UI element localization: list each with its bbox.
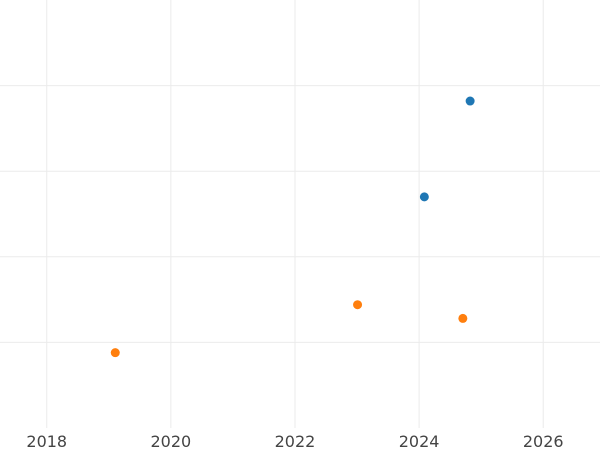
data-point-s1-2 xyxy=(458,313,468,323)
x-tick-label-2026: 2026 xyxy=(523,432,564,450)
data-point-s1-1 xyxy=(353,300,363,310)
x-tick-label-2024: 2024 xyxy=(399,432,440,450)
x-tick-label-2022: 2022 xyxy=(275,432,316,450)
x-tick-label-2018: 2018 xyxy=(26,432,67,450)
data-point-s1-0 xyxy=(110,348,120,358)
y-gridlines xyxy=(0,85,600,343)
data-point-s0-1 xyxy=(465,96,475,106)
x-tick-label-2020: 2020 xyxy=(151,432,192,450)
data-points xyxy=(110,96,475,358)
x-gridlines xyxy=(46,0,544,428)
x-axis-tick-labels: 2018 2020 2022 2024 2026 xyxy=(26,432,563,450)
data-point-s0-0 xyxy=(419,192,429,202)
